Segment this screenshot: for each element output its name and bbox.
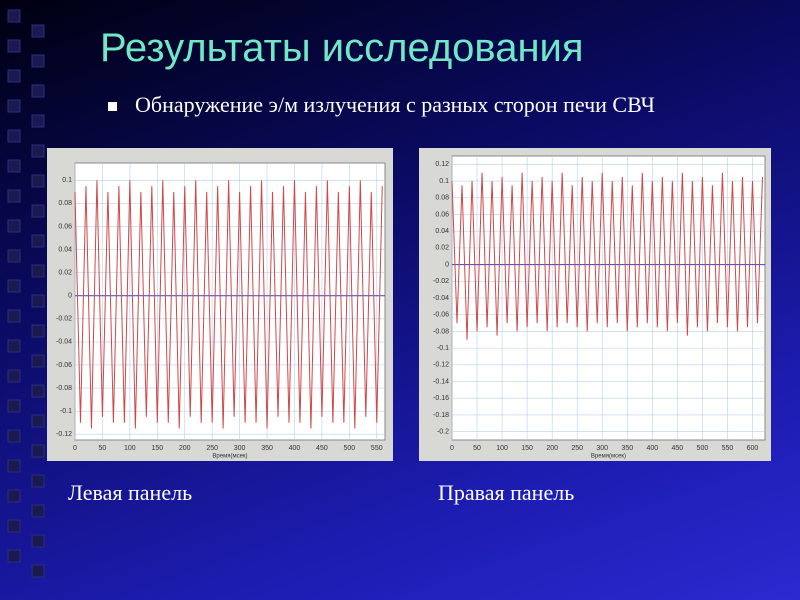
x-tick-label: 200	[546, 445, 558, 452]
y-tick-label: 0.02	[58, 269, 72, 276]
x-tick-label: 550	[371, 445, 383, 452]
x-tick-label: 350	[621, 445, 633, 452]
y-tick-label: -0.12	[56, 431, 72, 438]
y-tick-label: -0.02	[433, 278, 449, 285]
y-tick-label: -0.2	[437, 428, 449, 435]
chart-caption: Правая панель	[438, 480, 575, 505]
x-tick-label: 600	[747, 445, 759, 452]
y-tick-label: -0.04	[56, 339, 72, 346]
x-tick-label: 150	[521, 445, 533, 452]
chart: -0.2 -0.18 -0.16 -0.14 -0.12 -0.1 -0.08 -0.06 -0…	[419, 148, 771, 461]
x-tick-label: 500	[697, 445, 709, 452]
y-tick-label: 0	[445, 261, 449, 268]
x-tick-label: 400	[289, 445, 301, 452]
y-tick-label: 0.1	[439, 178, 449, 185]
y-tick-label: 0.08	[435, 195, 449, 202]
x-tick-label: 250	[571, 445, 583, 452]
signal-line	[74, 180, 383, 429]
x-tick-label: 250	[206, 445, 218, 452]
x-tick-label: 100	[496, 445, 508, 452]
y-tick-label: 0.06	[58, 223, 72, 230]
y-tick-label: 0.04	[435, 228, 449, 235]
x-tick-label: 0	[450, 445, 454, 452]
y-tick-label: -0.14	[433, 378, 449, 385]
x-tick-label: 300	[234, 445, 246, 452]
y-tick-label: -0.06	[433, 312, 449, 319]
x-tick-label: 450	[316, 445, 328, 452]
x-tick-label: 50	[473, 445, 481, 452]
y-tick-label: -0.18	[433, 412, 449, 419]
y-tick-label: -0.08	[56, 385, 72, 392]
x-tick-label: 150	[151, 445, 163, 452]
x-tick-label: 400	[646, 445, 658, 452]
y-tick-label: 0.1	[62, 177, 72, 184]
y-tick-label: 0.06	[435, 211, 449, 218]
x-tick-label: 450	[672, 445, 684, 452]
y-tick-label: -0.08	[433, 328, 449, 335]
y-tick-label: -0.04	[433, 295, 449, 302]
chart-caption: Левая панель	[68, 480, 193, 505]
x-tick-label: 200	[179, 445, 191, 452]
y-tick-label: -0.06	[56, 362, 72, 369]
x-tick-label: 550	[722, 445, 734, 452]
x-tick-label: 500	[343, 445, 355, 452]
x-tick-label: 100	[124, 445, 136, 452]
x-axis-label: Время(мсек)	[591, 454, 626, 460]
signal-line	[451, 172, 763, 340]
y-tick-label: 0.08	[58, 200, 72, 207]
y-tick-label: 0.02	[435, 245, 449, 252]
y-tick-label: -0.16	[433, 395, 449, 402]
y-tick-label: 0.12	[435, 161, 449, 168]
y-tick-label: -0.1	[60, 408, 72, 415]
y-tick-label: 0	[68, 293, 72, 300]
x-tick-label: 50	[99, 445, 107, 452]
x-tick-label: 0	[73, 445, 77, 452]
slide-title: Результаты исследования	[100, 26, 584, 70]
bullet-marker	[108, 102, 117, 111]
chart: -0.12 -0.1 -0.08 -0.06 -0.04 -0.02 0 0.02 0.04 0.…	[47, 148, 393, 461]
x-axis-label: Время(мсек)	[212, 454, 247, 460]
y-tick-label: -0.02	[56, 316, 72, 323]
y-tick-label: -0.1	[437, 345, 449, 352]
x-tick-label: 350	[261, 445, 273, 452]
y-tick-label: -0.12	[433, 362, 449, 369]
y-tick-label: 0.04	[58, 246, 72, 253]
bullet-text: Обнаружение э/м излучения с разных сторо…	[135, 92, 655, 117]
decoration	[7, 9, 45, 578]
x-tick-label: 300	[596, 445, 608, 452]
